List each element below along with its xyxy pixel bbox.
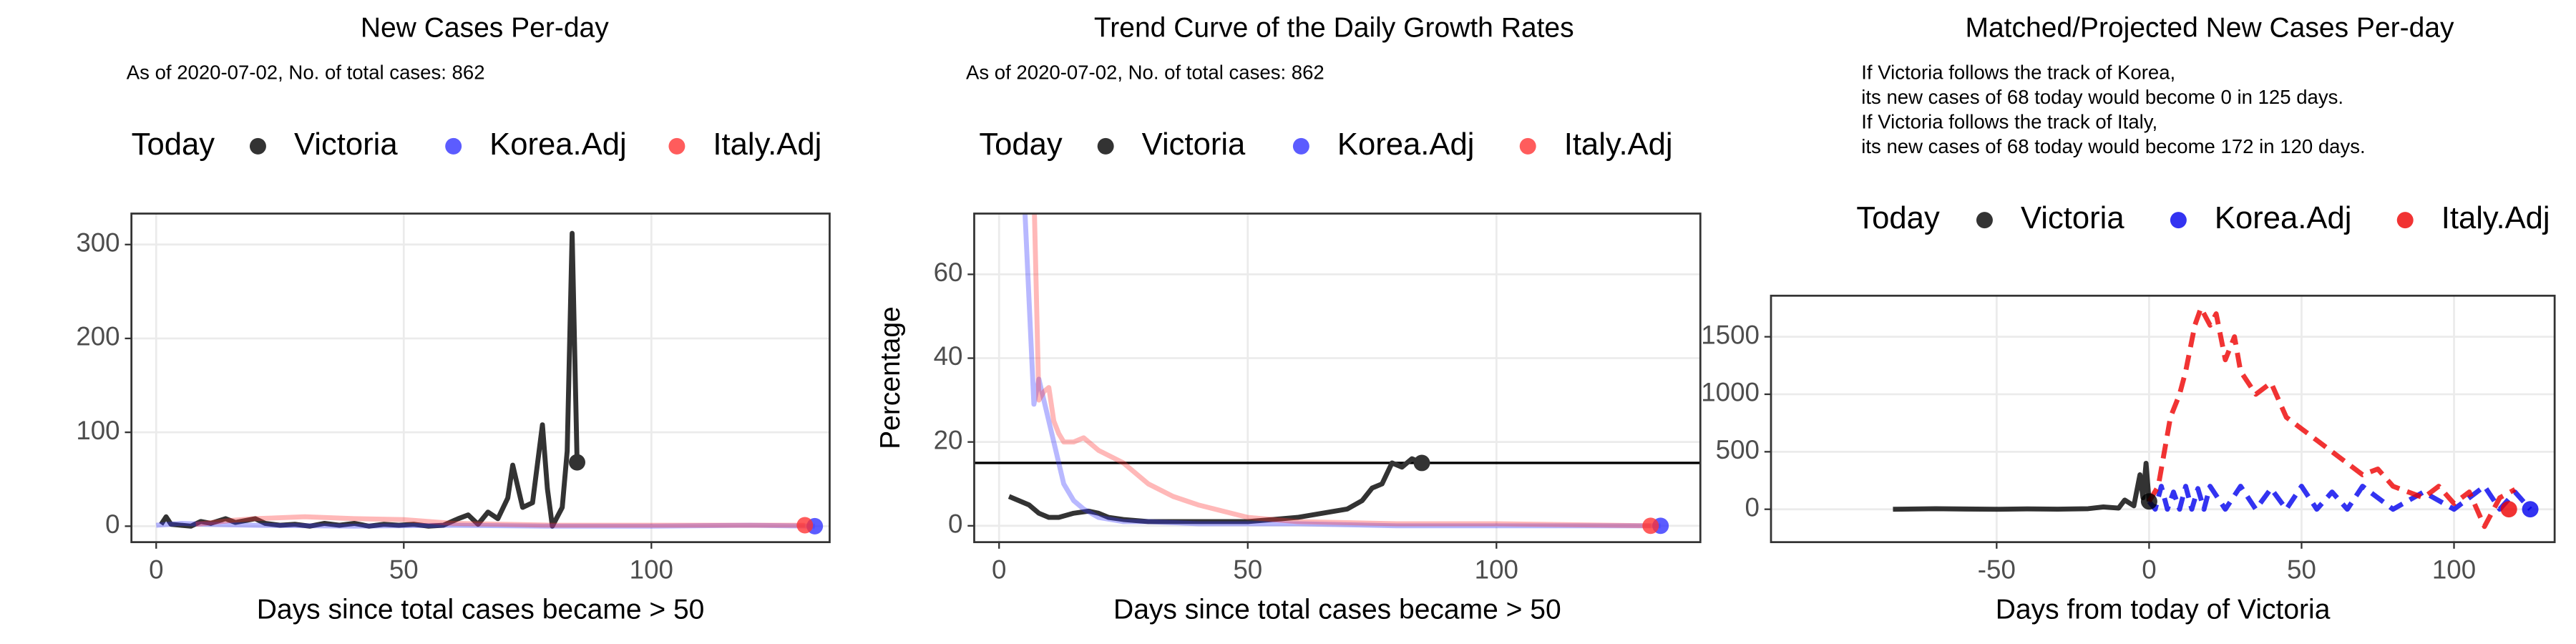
legend-key	[1097, 137, 1114, 155]
legend-key	[1292, 137, 1309, 155]
legend-label: Korea.Adj	[489, 127, 627, 162]
y-axis-label: Percentage	[875, 306, 906, 449]
chart-title: Matched/Projected New Cases Per-day	[1965, 13, 2454, 44]
x-tick-label: 50	[389, 555, 419, 585]
series-line	[1032, 213, 1651, 529]
legend-label: Victoria	[1142, 127, 1246, 162]
x-tick-label: 50	[1233, 555, 1262, 585]
y-tick-label: 40	[934, 341, 963, 371]
legend-label: Italy.Adj	[713, 127, 821, 162]
annotation: its new cases of 68 today would become 0…	[1861, 86, 2343, 108]
panel-border	[973, 213, 1702, 544]
y-tick-label: 60	[934, 258, 963, 287]
legend-key	[445, 137, 462, 155]
legend-label: Korea.Adj	[1337, 127, 1475, 162]
legend-key	[1976, 212, 1993, 229]
annotation: As of 2020-07-02, No. of total cases: 86…	[127, 62, 485, 84]
legend-key	[668, 137, 686, 155]
series-line	[2147, 306, 2517, 530]
panel-border	[1770, 294, 2556, 544]
today-point	[2140, 493, 2157, 510]
legend-key	[1519, 137, 1536, 155]
x-axis-label: Days since total cases became > 50	[257, 594, 705, 625]
y-tick-label: 1000	[1701, 378, 1760, 407]
chart-title: New Cases Per-day	[361, 13, 609, 44]
y-tick-label: 100	[76, 416, 119, 445]
x-tick-label: 50	[2287, 555, 2316, 585]
series-line	[1893, 460, 2152, 512]
y-tick-label: 0	[105, 509, 119, 539]
x-tick-label: 100	[2432, 555, 2476, 585]
x-tick-label: 100	[1475, 555, 1518, 585]
today-point	[796, 517, 814, 534]
legend-title: Today	[132, 127, 215, 162]
panel	[131, 213, 830, 542]
plot	[1893, 306, 2532, 530]
today-point	[569, 454, 585, 471]
legend-key	[2170, 212, 2187, 229]
today-point	[2500, 501, 2517, 518]
x-tick-label: -50	[1978, 555, 2016, 585]
panel	[974, 213, 1701, 542]
legend-label: Victoria	[2021, 201, 2124, 235]
series-line	[2147, 484, 2532, 512]
legend-title: Today	[1856, 201, 1940, 235]
series-line	[1008, 456, 1423, 525]
y-tick-label: 0	[1745, 492, 1760, 522]
panel	[1771, 296, 2555, 542]
legend-label: Italy.Adj	[1564, 127, 1673, 162]
y-tick-label: 300	[76, 228, 119, 257]
today-point	[1642, 517, 1659, 535]
panel-border	[130, 213, 831, 544]
annotation: As of 2020-07-02, No. of total cases: 86…	[966, 62, 1324, 84]
x-tick-label: 0	[2142, 555, 2156, 585]
y-tick-label: 200	[76, 322, 119, 351]
legend-label: Italy.Adj	[2441, 201, 2550, 235]
chart-title: Trend Curve of the Daily Growth Rates	[1094, 13, 1574, 44]
x-tick-label: 0	[992, 555, 1006, 585]
legend-key	[2396, 212, 2414, 229]
legend-label: Korea.Adj	[2215, 201, 2352, 235]
x-tick-label: 0	[149, 555, 163, 585]
annotation: If Victoria follows the track of Italy,	[1861, 110, 2157, 132]
today-point	[2522, 501, 2539, 518]
series-line	[156, 520, 815, 529]
plot	[974, 213, 1701, 529]
y-tick-label: 20	[934, 425, 963, 454]
y-tick-label: 0	[948, 509, 962, 539]
series-line	[195, 514, 805, 528]
legend-label: Victoria	[294, 127, 398, 162]
annotation: its new cases of 68 today would become 1…	[1861, 135, 2365, 157]
plot	[156, 230, 815, 529]
x-tick-label: 100	[630, 555, 673, 585]
legend-title: Today	[979, 127, 1063, 162]
x-axis-label: Days from today of Victoria	[1996, 594, 2331, 625]
series-line	[159, 230, 580, 529]
today-point	[1413, 454, 1430, 472]
y-tick-label: 500	[1716, 435, 1760, 464]
annotation: If Victoria follows the track of Korea,	[1861, 62, 2175, 84]
series-line	[1023, 213, 1661, 529]
y-tick-label: 1500	[1701, 320, 1760, 349]
x-axis-label: Days since total cases became > 50	[1113, 594, 1561, 625]
legend-key	[249, 137, 266, 155]
